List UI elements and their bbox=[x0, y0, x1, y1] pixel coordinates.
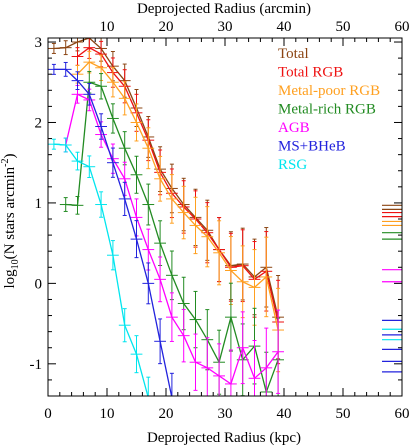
y-axis-label: log10(N stars arcmin-2) bbox=[0, 154, 21, 289]
legend-entry: MS+BHeB bbox=[278, 139, 346, 155]
x-tick-label: 40 bbox=[277, 406, 292, 422]
y-axis-label-base: 10 bbox=[10, 259, 21, 269]
x2-tick-label: 40 bbox=[277, 19, 292, 35]
y-tick-label: 0 bbox=[35, 276, 43, 292]
tick-labels: 0 10 20 30 40 50 60 10 20 30 40 50 60 -1 0 1 2 3 bbox=[30, 19, 410, 422]
x-tick-label: 30 bbox=[218, 406, 233, 422]
x2-tick-label: 60 bbox=[395, 19, 410, 35]
legend-entry: Metal-rich RGB bbox=[278, 102, 376, 118]
series-rsg bbox=[48, 137, 151, 396]
series-line bbox=[77, 46, 279, 323]
top-axis-label: Deprojected Radius (arcmin) bbox=[137, 1, 311, 17]
y-axis-label-exponent: -2 bbox=[0, 159, 11, 167]
x2-tick-label: 20 bbox=[159, 19, 174, 35]
legend-entry: Metal-poor RGB bbox=[278, 83, 380, 99]
side-tick-marks bbox=[382, 204, 402, 373]
y-axis-label-close: ) bbox=[2, 154, 18, 159]
series-line bbox=[77, 61, 279, 331]
x-tick-label: 60 bbox=[395, 406, 410, 422]
y-tick-label: -1 bbox=[30, 357, 43, 373]
series-ms-bheb bbox=[48, 61, 174, 396]
y-tick-label: 1 bbox=[35, 196, 43, 212]
y-tick-label: 3 bbox=[35, 35, 43, 51]
x-tick-label: 0 bbox=[44, 406, 52, 422]
legend-entry: Total RGB bbox=[278, 65, 343, 81]
series-metal-poor-rgb bbox=[71, 50, 284, 373]
legend-entry: AGB bbox=[278, 120, 310, 136]
legend-entry: RSG bbox=[278, 157, 307, 173]
x-tick-label: 10 bbox=[100, 406, 115, 422]
x2-tick-label: 30 bbox=[218, 19, 233, 35]
plot-content bbox=[48, 38, 284, 396]
legend-entry: Total bbox=[278, 46, 309, 62]
y-tick-label: 2 bbox=[35, 115, 43, 131]
x-tick-label: 20 bbox=[159, 406, 174, 422]
axis-ticks bbox=[47, 38, 403, 397]
x-tick-label: 50 bbox=[336, 406, 351, 422]
x2-tick-label: 10 bbox=[100, 19, 115, 35]
y-axis-label-log: log bbox=[2, 269, 18, 289]
x2-tick-label: 50 bbox=[336, 19, 351, 35]
y-axis-label-text: (N stars arcmin bbox=[2, 166, 18, 259]
legend: Total Total RGB Metal-poor RGB Metal-rich R… bbox=[278, 46, 380, 173]
x-axis-label: Deprojected Radius (kpc) bbox=[147, 430, 301, 446]
